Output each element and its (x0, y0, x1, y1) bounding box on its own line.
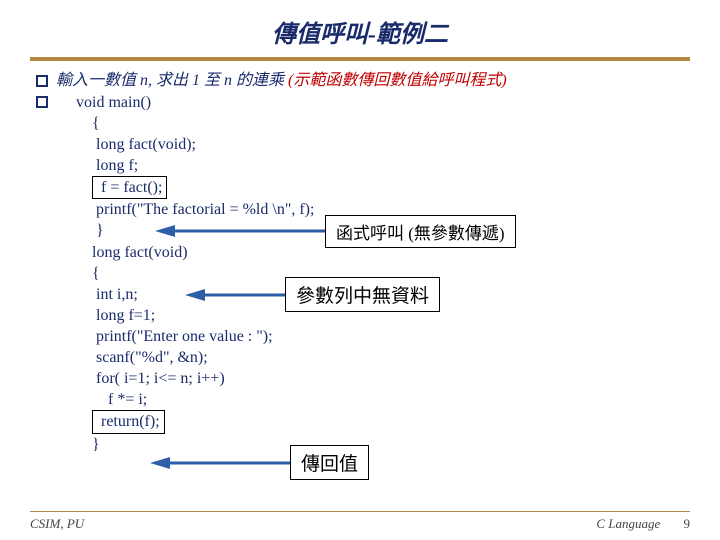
code-line-fact-call: f = fact(); (76, 176, 314, 199)
code-block: void main() { long fact(void); long f; f… (76, 92, 314, 455)
footer-left: CSIM, PU (30, 516, 84, 532)
footer-line (30, 511, 690, 512)
annotation-call: 函式呼叫 (無參數傳遞) (325, 215, 516, 248)
code-line-return: return(f); (76, 410, 314, 433)
code-line: printf("The factorial = %ld \n", f); (76, 199, 314, 220)
code-line: long f=1; (76, 305, 314, 326)
footer-right: C Language 9 (596, 516, 690, 532)
code-line: f *= i; (76, 389, 314, 410)
code-line-fact-def: long fact(void) (76, 242, 314, 263)
code-line: for( i=1; i<= n; i++) (76, 368, 314, 389)
desc-prefix: 輸入一數值 n, 求出 1 至 n 的連乘 (56, 72, 284, 89)
bullet-icon (36, 96, 48, 108)
code-box-return: return(f); (92, 410, 165, 433)
arrow-icon (155, 223, 330, 239)
page-number: 9 (684, 516, 691, 531)
code-line: long fact(void); (76, 134, 314, 155)
code-line: } (76, 434, 314, 455)
desc-red-part: (示範函數傳回數值給呼叫程式) (288, 72, 507, 89)
code-line: void main() (76, 92, 314, 113)
code-line: { (76, 113, 314, 134)
bullet-icon (36, 75, 48, 87)
code-line: long f; (76, 155, 314, 176)
code-line: printf("Enter one value : "); (76, 326, 314, 347)
code-box-call: f = fact(); (92, 176, 167, 199)
footer: CSIM, PU C Language 9 (0, 516, 720, 532)
code-line: scanf("%d", &n); (76, 347, 314, 368)
annotation-return: 傳回值 (290, 445, 369, 480)
annotation-params: 參數列中無資料 (285, 277, 440, 312)
description-line: 輸入一數值 n, 求出 1 至 n 的連乘 (示範函數傳回數值給呼叫程式) (56, 71, 507, 92)
slide-title: 傳值呼叫-範例二 (0, 14, 720, 49)
arrow-icon (185, 287, 290, 303)
code-line: { (76, 263, 314, 284)
arrow-icon (150, 455, 295, 471)
